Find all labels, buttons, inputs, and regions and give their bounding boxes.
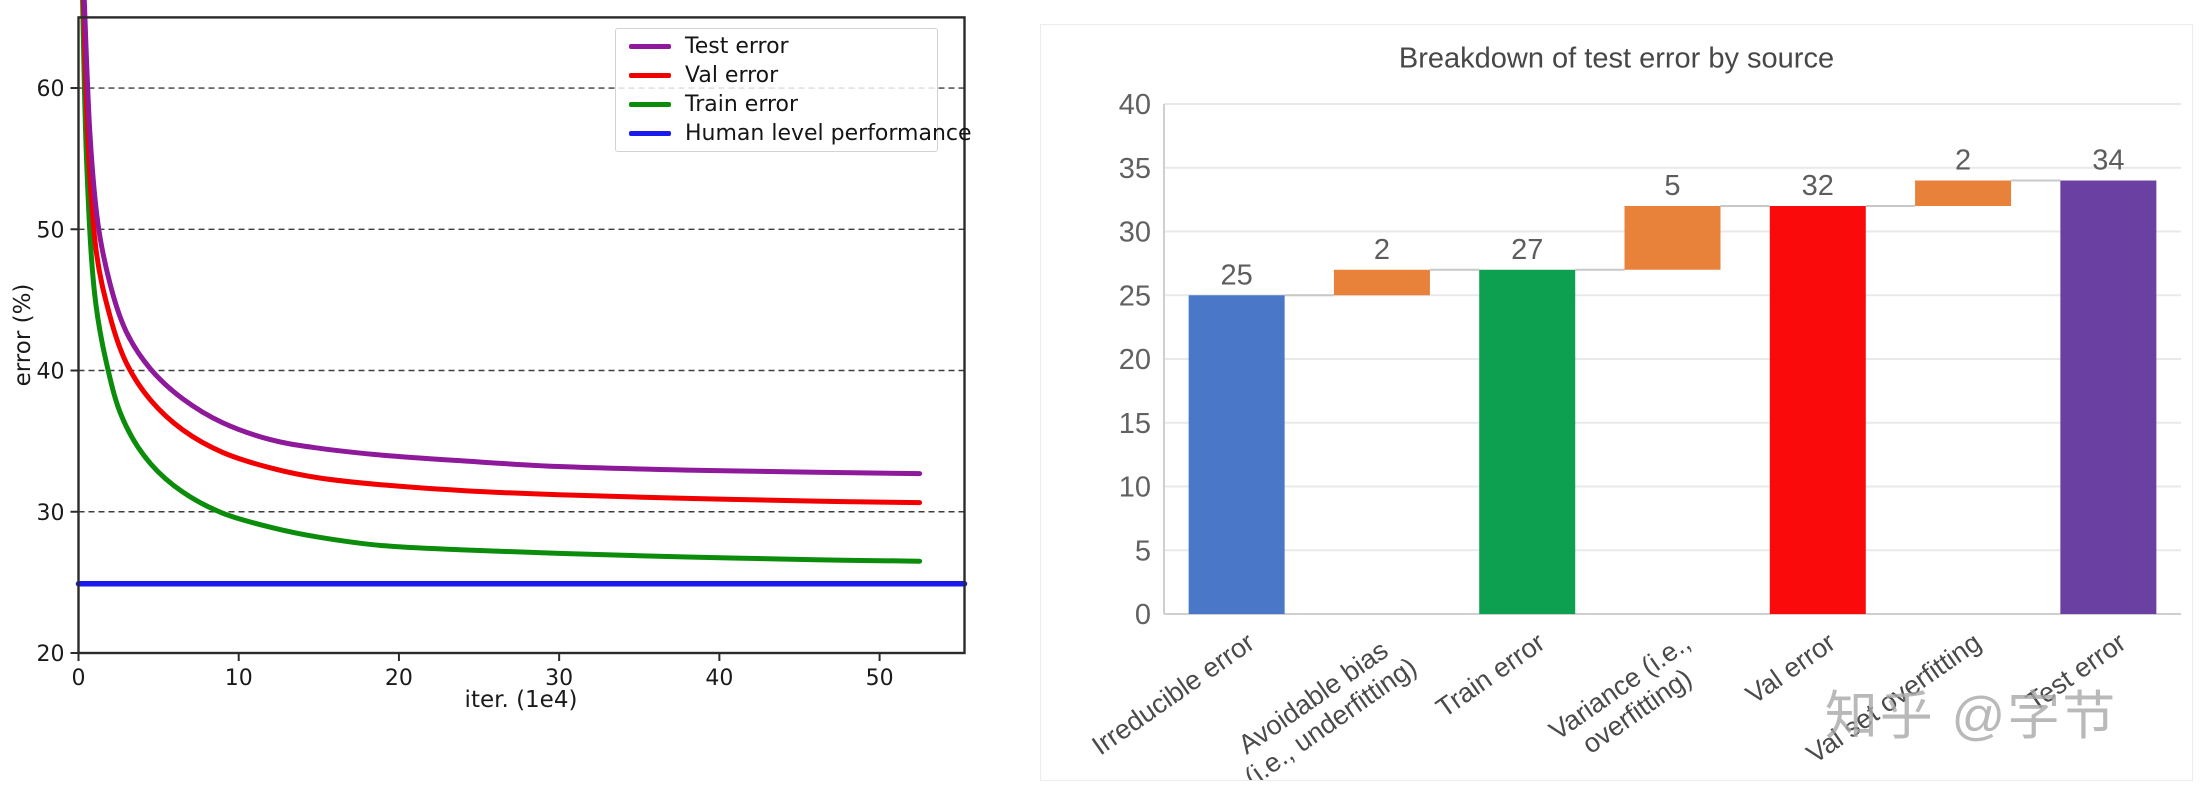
left-line-chart: 20 30 40 50 60 0 10 20 30 40 50 error (%) iter. (1… [0, 0, 1010, 800]
watermark: 知乎 @字节 [1824, 687, 2118, 746]
y-tick-label: 30 [1119, 217, 1151, 249]
legend-entry-val-error: Val error [616, 61, 937, 90]
x-axis-label: iter. (1e4) [464, 687, 578, 713]
y-tick-label: 40 [37, 360, 65, 385]
plot-border [77, 16, 966, 655]
bar-test-error [2060, 180, 2157, 614]
legend-line-swatch [629, 102, 671, 107]
bar-val-error [1769, 206, 1866, 614]
legend: Test error Val error Train error Human leve… [615, 28, 972, 152]
bar-value-label: 27 [1511, 234, 1543, 266]
x-tick-label: 40 [705, 666, 733, 691]
bar-train-error [1479, 269, 1576, 614]
legend-entry-human-level-performance: Human level performance [616, 119, 972, 148]
bar-irreducible-error [1188, 295, 1285, 614]
y-axis-label: error (%) [10, 283, 36, 387]
x-tick-label: 0 [72, 666, 86, 691]
chart-title: Breakdown of test error by source [1398, 42, 1835, 75]
y-tick-label: 35 [1119, 153, 1151, 185]
bar-value-label: 2 [1955, 145, 1971, 177]
legend-entry-train-error: Train error [616, 90, 937, 119]
y-tick-label: 5 [1135, 535, 1151, 567]
y-tick-label: 15 [1119, 408, 1151, 440]
y-tick-label: 30 [37, 501, 65, 526]
legend-line-swatch [629, 131, 671, 136]
legend-label: Test error [685, 34, 789, 59]
y-tick-label: 25 [1119, 280, 1151, 312]
line-chart-canvas: 20 30 40 50 60 0 10 20 30 40 50 [37, 0, 968, 691]
x-tick-label: 50 [866, 666, 894, 691]
x-tick-label: 20 [385, 666, 413, 691]
series-line-val-error [80, 0, 923, 506]
y-tick-label: 0 [1135, 599, 1151, 631]
bar-value-label: 34 [2092, 145, 2124, 177]
y-tick-label: 10 [1119, 472, 1151, 504]
y-tick-label: 20 [1119, 344, 1151, 376]
legend-label: Human level performance [685, 121, 972, 146]
bar-avoidable-bias-i-e-underfitting [1333, 269, 1430, 296]
series-line-test-error [81, 0, 923, 477]
bar-value-label: 5 [1664, 170, 1680, 202]
x-tick-label: 30 [545, 666, 573, 691]
waterfall-canvas: 0 5 10 15 20 25 30 35 40 25 2 27 5 32 2 34 [1119, 89, 2181, 631]
y-tick-label: 60 [37, 77, 65, 102]
bar-variance-i-e-overfitting [1624, 206, 1721, 270]
series-line-train-error [80, 0, 923, 564]
legend-label: Train error [685, 92, 799, 117]
bar-val-set-overfitting [1915, 180, 2012, 206]
bar-value-label: 32 [1802, 170, 1834, 202]
x-tick-label: 10 [225, 666, 253, 691]
y-tick-label: 20 [37, 642, 65, 667]
right-waterfall-chart: Breakdown of test error by source 0 5 10 15… [1040, 24, 2193, 781]
legend-entry-test-error: Test error [616, 32, 937, 61]
legend-line-swatch [629, 73, 671, 78]
legend-label: Val error [685, 63, 779, 88]
y-tick-label: 50 [37, 218, 65, 243]
y-tick-label: 40 [1119, 89, 1151, 121]
legend-line-swatch [629, 44, 671, 49]
bar-value-label: 25 [1221, 259, 1253, 291]
bar-value-label: 2 [1374, 234, 1390, 266]
